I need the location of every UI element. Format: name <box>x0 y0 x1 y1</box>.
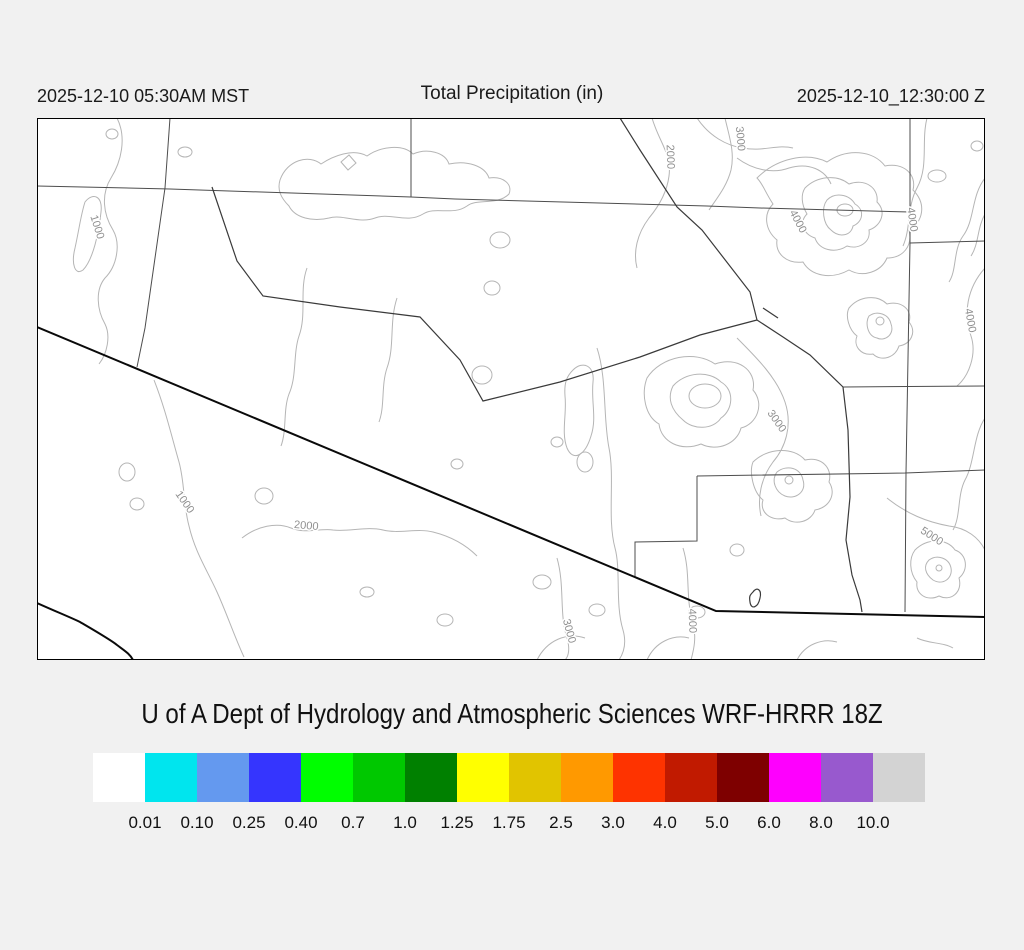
elevation-contour-label: 3000 <box>560 618 578 645</box>
colorbar-tick-label: 3.0 <box>601 813 625 832</box>
colorbar-tick-label: 0.7 <box>341 813 365 832</box>
colorbar-tick-label: 4.0 <box>653 813 677 832</box>
precip-colorbar-labels: 0.01 0.10 0.25 0.40 0.7 1.0 1.25 1.75 2.5 3.0 4.0 5… <box>93 813 925 837</box>
colorbar-cell <box>769 753 821 802</box>
elevation-contour-label: 3000 <box>733 126 747 151</box>
institution-title: U of A Dept of Hydrology and Atmospheric… <box>141 698 883 729</box>
colorbar-cell <box>613 753 665 802</box>
colorbar-tick-label: 1.75 <box>492 813 526 832</box>
plot-title: Total Precipitation (in) <box>420 83 604 104</box>
colorbar-cell <box>197 753 249 802</box>
map-border <box>37 118 985 660</box>
colorbar-tick-label: 5.0 <box>705 813 729 832</box>
elevation-contour-label: 1000 <box>87 214 106 241</box>
colorbar-cell <box>561 753 613 802</box>
map-header: 2025-12-10 05:30AM MST Total Precipitati… <box>0 83 1024 112</box>
colorbar-cell <box>509 753 561 802</box>
colorbar-tick-label: 0.10 <box>180 813 214 832</box>
elevation-contour-label: 3000 <box>765 408 789 435</box>
valid-time-local: 2025-12-10 05:30AM MST <box>37 86 250 106</box>
elevation-contour-label: 1000 <box>173 489 197 516</box>
footer-title-row: U of A Dept of Hydrology and Atmospheric… <box>0 698 1024 730</box>
colorbar-tick-label: 8.0 <box>809 813 833 832</box>
colorbar-cell <box>301 753 353 802</box>
colorbar-tick-label: 2.5 <box>549 813 573 832</box>
colorbar-tick-label: 0.25 <box>232 813 266 832</box>
precip-colorbar <box>93 753 925 802</box>
elevation-contour-label: 4000 <box>904 207 919 233</box>
colorbar-cell <box>717 753 769 802</box>
colorbar-tick-label: 0.40 <box>284 813 318 832</box>
colorbar-tick-label: 0.01 <box>128 813 162 832</box>
colorbar-cell <box>821 753 873 802</box>
colorbar-cell <box>353 753 405 802</box>
elevation-contour-label: 4000 <box>686 608 699 633</box>
precipitation-map: 1000 2000 3000 4000 4000 4000 3000 1000 2000 5000… <box>37 118 985 660</box>
colorbar-tick-label: 1.25 <box>440 813 474 832</box>
colorbar-cell <box>665 753 717 802</box>
colorbar-cell <box>405 753 457 802</box>
colorbar-cell <box>93 753 145 802</box>
colorbar-tick-label: 1.0 <box>393 813 417 832</box>
elevation-contour-label: 2000 <box>294 519 319 533</box>
elevation-contour-label: 2000 <box>664 144 677 169</box>
colorbar-cell <box>249 753 301 802</box>
colorbar-tick-label: 10.0 <box>856 813 890 832</box>
elevation-contour-label: 4000 <box>962 307 978 333</box>
colorbar-tick-label: 6.0 <box>757 813 781 832</box>
colorbar-cell <box>457 753 509 802</box>
colorbar-cell <box>145 753 197 802</box>
colorbar-cell <box>873 753 925 802</box>
valid-time-utc: 2025-12-10_12:30:00 Z <box>796 86 985 106</box>
